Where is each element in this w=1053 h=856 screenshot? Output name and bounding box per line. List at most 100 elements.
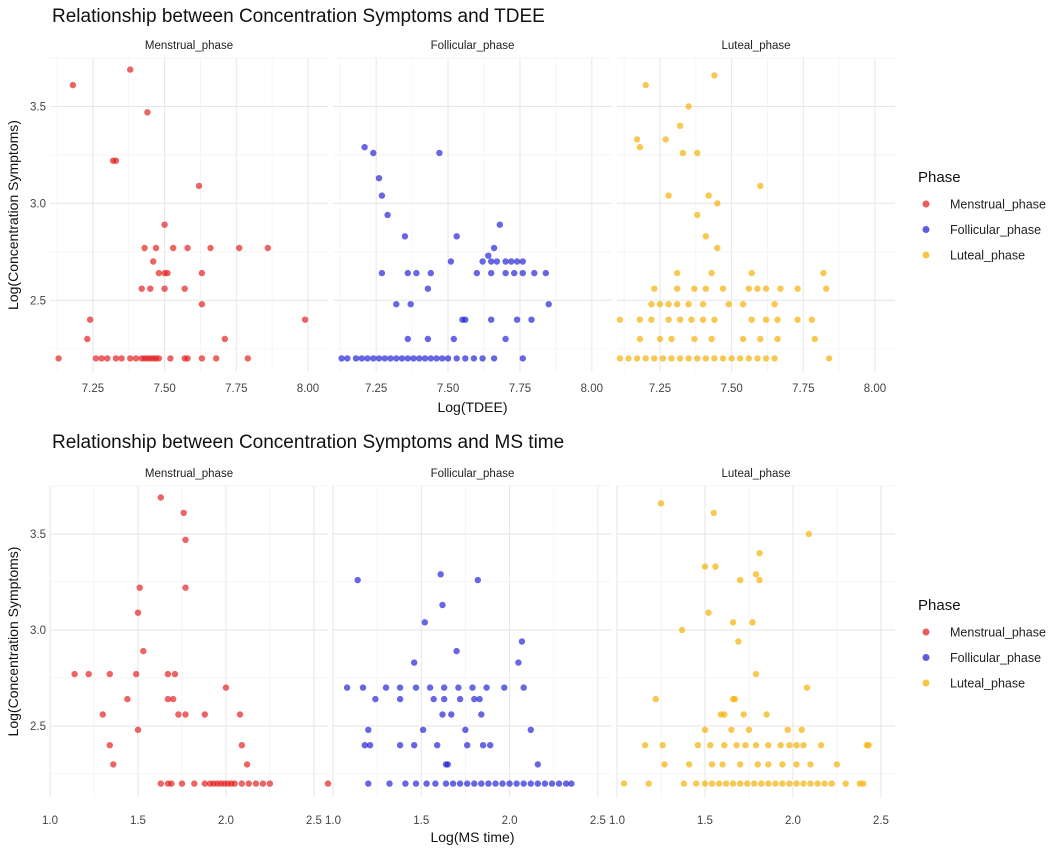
data-point: [701, 726, 709, 733]
data-point: [707, 742, 714, 749]
data-point: [728, 726, 735, 733]
data-point: [396, 695, 404, 703]
x-tick-label: 1.0: [42, 815, 58, 827]
data-point: [502, 269, 509, 277]
data-point: [150, 258, 157, 265]
facet-strip-label: Follicular_phase: [431, 40, 515, 52]
data-point: [164, 695, 172, 703]
data-point: [807, 780, 814, 787]
data-point: [487, 742, 494, 749]
data-point: [136, 584, 143, 591]
data-point: [748, 316, 755, 323]
data-point: [140, 647, 147, 655]
legend: Phase Menstrual_phase Follicular_phase Lute…: [918, 597, 1046, 691]
data-point: [485, 780, 492, 787]
data-point: [456, 695, 464, 703]
data-point: [134, 609, 142, 616]
data-point: [794, 316, 801, 323]
data-point: [244, 355, 251, 362]
data-point: [479, 258, 486, 265]
data-point: [705, 609, 712, 616]
legend-marker: [922, 679, 930, 687]
data-point: [259, 780, 267, 787]
data-point: [462, 355, 469, 362]
panel-background: [617, 58, 895, 372]
data-point: [496, 221, 503, 228]
data-point: [401, 233, 409, 240]
data-point: [471, 780, 478, 787]
data-point: [479, 355, 486, 362]
data-point: [814, 780, 821, 787]
data-point: [238, 780, 245, 787]
data-point: [721, 711, 728, 718]
data-point: [112, 355, 120, 362]
data-point: [411, 659, 418, 666]
data-point: [676, 316, 684, 323]
data-point: [396, 742, 404, 749]
data-point: [359, 684, 367, 691]
data-point: [555, 780, 563, 787]
data-point: [548, 780, 556, 787]
x-tick-label: 8.00: [581, 383, 603, 395]
data-point: [85, 670, 92, 678]
legend-marker: [922, 226, 930, 233]
data-point: [464, 742, 471, 749]
data-point: [708, 780, 716, 787]
data-point: [712, 563, 719, 570]
data-point: [518, 638, 526, 645]
data-point: [745, 726, 753, 733]
data-point: [478, 780, 485, 787]
data-point: [124, 695, 131, 703]
data-point: [636, 335, 644, 343]
data-point: [702, 355, 709, 362]
data-point: [616, 355, 624, 362]
panel-menstrual-phase: Menstrual_phase 1.0 1.5 2.0 2.5: [42, 468, 332, 827]
data-point: [520, 780, 527, 787]
data-point: [651, 355, 658, 362]
chart-1: Relationship between Concentration Sympt…: [5, 6, 1046, 415]
data-point: [490, 244, 498, 252]
panel-follicular-phase: Follicular_phase 1.0 1.5 2.0 2.5: [325, 468, 612, 827]
data-point: [138, 285, 145, 292]
data-point: [132, 355, 140, 362]
data-point: [740, 711, 747, 718]
data-point: [679, 149, 687, 157]
data-point: [688, 316, 695, 323]
y-axis-label: Log(Concentration Symptoms): [5, 547, 21, 737]
x-tick-label: 1.5: [130, 815, 146, 827]
data-point: [779, 761, 786, 768]
data-point: [513, 780, 520, 787]
panel-background: [617, 486, 895, 797]
x-tick-label: 2.0: [502, 815, 518, 827]
data-point: [424, 335, 432, 343]
data-point: [691, 335, 698, 343]
data-point: [531, 269, 538, 277]
data-point: [674, 285, 681, 292]
x-tick-label: 2.5: [590, 815, 606, 827]
data-point: [381, 355, 388, 362]
data-point: [642, 355, 649, 362]
data-point: [527, 780, 534, 787]
data-point: [361, 144, 368, 151]
data-point: [645, 780, 652, 787]
data-point: [705, 192, 712, 199]
data-point: [519, 269, 526, 277]
legend-title: Phase: [918, 597, 961, 614]
data-point: [155, 355, 163, 362]
legend: Phase Menstrual_phase Follicular_phase Lute…: [918, 169, 1046, 263]
data-point: [798, 726, 805, 733]
data-point: [648, 301, 655, 308]
data-point: [733, 742, 740, 749]
data-point: [715, 780, 723, 787]
data-point: [771, 301, 778, 308]
data-point: [69, 81, 77, 89]
data-point: [439, 711, 446, 718]
data-point: [541, 780, 549, 787]
data-point: [714, 200, 721, 207]
y-tick-label: 3.0: [30, 625, 46, 637]
data-point: [710, 509, 717, 517]
data-point: [245, 780, 252, 787]
data-point: [478, 711, 485, 718]
data-point: [711, 316, 718, 323]
data-point: [479, 742, 487, 749]
